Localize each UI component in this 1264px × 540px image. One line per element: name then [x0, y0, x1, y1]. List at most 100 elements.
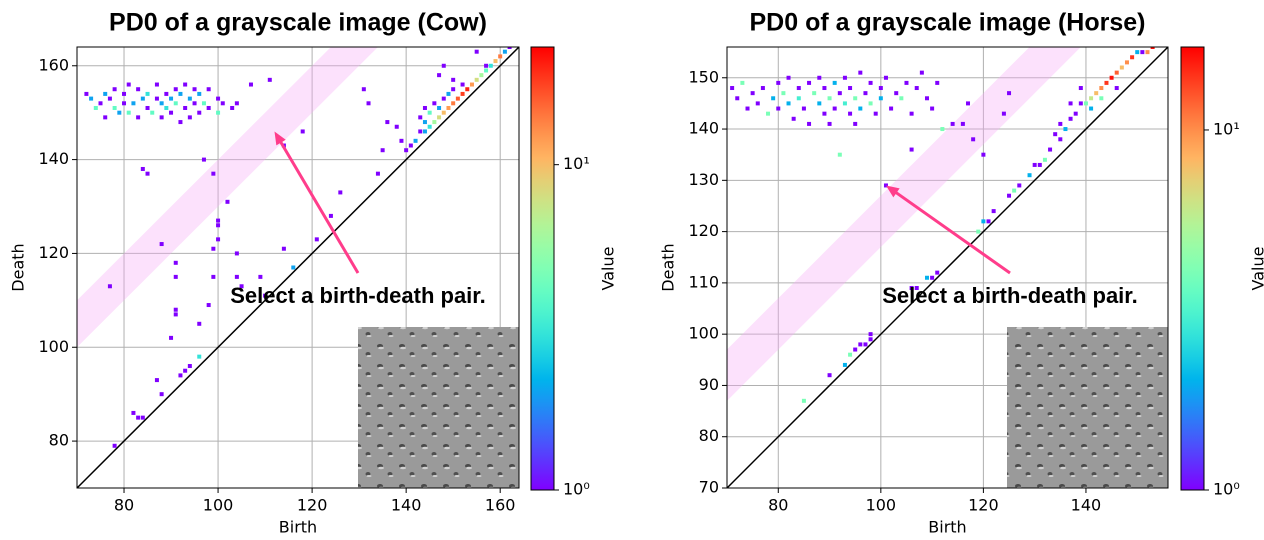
pd-point [863, 342, 868, 347]
pd-point [786, 101, 791, 106]
pd-point [375, 171, 380, 176]
pd-point [745, 106, 750, 111]
pd-point [474, 77, 479, 82]
pd-point [991, 209, 996, 214]
pd-point [935, 270, 940, 275]
pd-point [848, 111, 853, 116]
x-axis-label: Birth [279, 518, 317, 537]
y-tick-label: 130 [688, 170, 719, 189]
pd-point [796, 96, 801, 101]
pd-point [1135, 50, 1140, 55]
pd-point [827, 96, 832, 101]
pd-point [169, 335, 174, 340]
y-tick-label: 120 [38, 243, 69, 262]
pd-point [427, 110, 432, 115]
pd-point [140, 96, 145, 101]
pd-point [451, 77, 456, 82]
annotation-arrow [891, 188, 1011, 275]
pd-point [842, 362, 847, 367]
pd-point [441, 63, 446, 68]
pd-point [981, 152, 986, 157]
pd-point [394, 124, 399, 129]
pd-point [924, 96, 929, 101]
pd-point [441, 96, 446, 101]
x-axis-label: Birth [928, 518, 966, 537]
pd-point [173, 101, 178, 106]
pd-point [211, 171, 216, 176]
pd-point [1068, 101, 1073, 106]
pd-point [112, 443, 117, 448]
pd-point [837, 152, 842, 157]
pd-point [159, 392, 164, 397]
pd-point [786, 75, 791, 80]
pd-point [263, 293, 268, 298]
pd-point [239, 284, 244, 289]
colorbar-label: Value [599, 247, 618, 291]
pd-point [154, 378, 159, 383]
pd-point [267, 77, 272, 82]
pd-point [437, 73, 442, 78]
pd-point [98, 101, 103, 106]
pd-point [930, 106, 935, 111]
pd-point [399, 138, 404, 143]
chart-panel: PD0 of a grayscale image (Cow) 80 100 120 14… [9, 9, 618, 537]
pd-point [1114, 86, 1119, 91]
pd-point [131, 101, 136, 106]
pd-point [971, 137, 976, 142]
pd-point [216, 110, 221, 115]
y-tick-label: 150 [688, 67, 719, 86]
pd-point [1007, 91, 1012, 96]
pd-point [145, 105, 150, 110]
pd-point [474, 49, 479, 54]
pd-point [413, 138, 418, 143]
pd-point [220, 101, 225, 106]
pd-point [197, 91, 202, 96]
pd-point [164, 105, 169, 110]
pd-point [361, 87, 366, 92]
pd-point [766, 111, 771, 116]
pd-point [1150, 47, 1155, 49]
pd-point [122, 91, 127, 96]
pd-point [791, 116, 796, 121]
pd-point [909, 147, 914, 152]
pd-point [140, 415, 145, 420]
pd-point [140, 166, 145, 171]
pd-point [832, 106, 837, 111]
pd-point [479, 73, 484, 78]
colorbar-tick-label: 10⁰ [563, 480, 590, 499]
pd-point [234, 274, 239, 279]
pd-point [502, 49, 507, 54]
pd-point [192, 101, 197, 106]
pd-point [248, 82, 253, 87]
pd-point [960, 121, 965, 126]
pd-point [878, 86, 883, 91]
chart-panel: PD0 of a grayscale image (Horse) 80 100 120… [659, 9, 1264, 537]
pd-point [173, 312, 178, 317]
pd-point [1083, 101, 1088, 106]
pd-point [817, 101, 822, 106]
x-tick-label: 160 [485, 496, 516, 515]
pd-point [1119, 65, 1124, 70]
pd-point [314, 237, 319, 242]
pd-point [842, 101, 847, 106]
pd-point [404, 148, 409, 153]
pd-point [178, 120, 183, 125]
chart-title: PD0 of a grayscale image (Horse) [750, 9, 1146, 37]
axes-frame [726, 46, 1169, 489]
annotation-text: Select a birth-death pair. [882, 283, 1138, 308]
pd-point [976, 229, 981, 234]
pd-point [1048, 147, 1053, 152]
y-tick-label: 90 [699, 375, 719, 394]
pd-point [776, 106, 781, 111]
y-tick-label: 140 [688, 119, 719, 138]
pd-point [197, 321, 202, 326]
pd-point [107, 284, 112, 289]
colorbar-tick-label: 10¹ [1213, 119, 1240, 138]
pd-point [145, 91, 150, 96]
pd-point [206, 87, 211, 92]
pd-point [422, 120, 427, 125]
pd-point [460, 82, 465, 87]
pd-point [889, 106, 894, 111]
pd-point [89, 96, 94, 101]
colorbar [530, 46, 555, 491]
